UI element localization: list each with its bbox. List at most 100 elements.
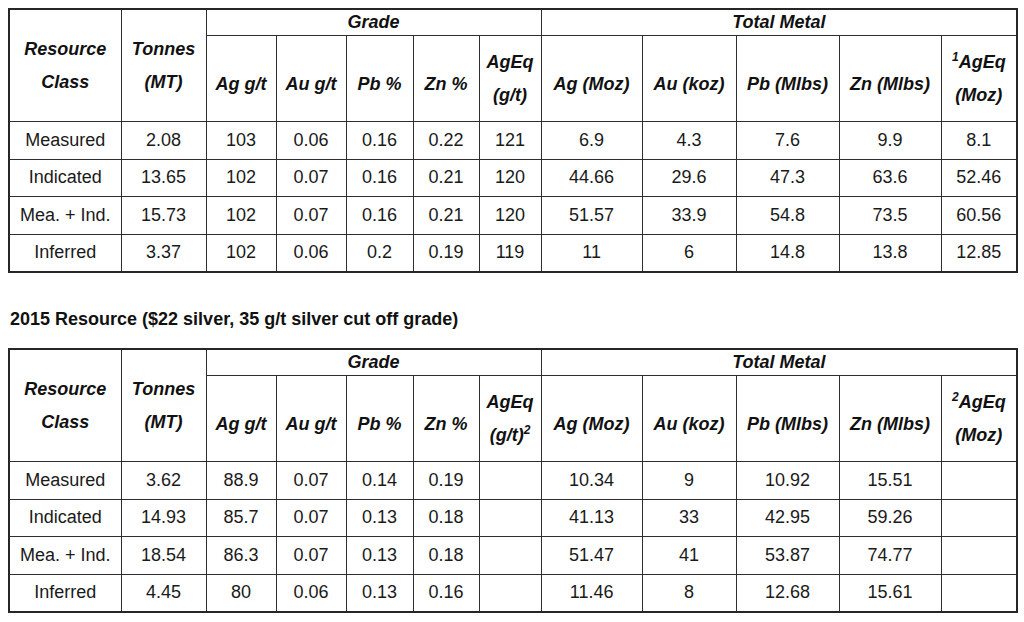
value-cell: 4.3 xyxy=(642,122,736,160)
value-cell: 0.2 xyxy=(346,234,413,272)
value-cell: 9.9 xyxy=(839,122,941,160)
resource-class-header: Resource Class xyxy=(9,349,121,462)
zn-metal-header: Zn (Mlbs) xyxy=(839,376,941,462)
value-cell: 15.51 xyxy=(839,462,941,500)
value-cell: 8 xyxy=(642,574,736,612)
header-label: (g/t)2 xyxy=(480,419,541,452)
value-cell: 0.13 xyxy=(346,499,413,537)
footnote-marker: 2 xyxy=(524,423,531,437)
header-label: (MT) xyxy=(122,66,206,99)
value-cell xyxy=(941,537,1017,575)
value-cell: 0.13 xyxy=(346,537,413,575)
header-label: Resource xyxy=(10,33,121,66)
value-cell: 0.21 xyxy=(413,159,479,197)
value-cell: 88.9 xyxy=(206,462,276,500)
pb-metal-header: Pb (Mlbs) xyxy=(736,36,839,122)
value-cell: 0.06 xyxy=(276,574,346,612)
table-row: Inferred4.45800.060.130.1611.46812.6815.… xyxy=(9,574,1017,612)
value-cell: 0.16 xyxy=(346,197,413,235)
header-label: Class xyxy=(10,66,121,99)
ag-grade-header: Ag g/t xyxy=(206,36,276,122)
value-cell: 0.21 xyxy=(413,197,479,235)
au-grade-header: Au g/t xyxy=(276,376,346,462)
value-cell: 54.8 xyxy=(736,197,839,235)
zn-grade-header: Zn % xyxy=(413,376,479,462)
value-cell: 6 xyxy=(642,234,736,272)
ag-grade-header: Ag g/t xyxy=(206,376,276,462)
tonnes-header: Tonnes (MT) xyxy=(121,9,206,122)
value-cell: 8.1 xyxy=(941,122,1017,160)
pb-grade-header: Pb % xyxy=(346,376,413,462)
value-cell: 0.19 xyxy=(413,462,479,500)
ag-metal-header: Ag (Moz) xyxy=(541,376,642,462)
header-label: (Moz) xyxy=(942,79,1017,112)
value-cell: 15.73 xyxy=(121,197,206,235)
header-label: (Moz) xyxy=(942,419,1017,452)
value-cell: 12.85 xyxy=(941,234,1017,272)
value-cell: 33.9 xyxy=(642,197,736,235)
value-cell: 0.16 xyxy=(346,159,413,197)
ageq-metal-header: 1AgEq (Moz) xyxy=(941,36,1017,122)
value-cell: 14.8 xyxy=(736,234,839,272)
value-cell: 0.18 xyxy=(413,537,479,575)
value-cell xyxy=(479,574,541,612)
resource-table-2015: Resource Class Tonnes (MT) Grade Total M… xyxy=(8,348,1018,613)
value-cell: 12.68 xyxy=(736,574,839,612)
resource-class-cell: Mea. + Ind. xyxy=(9,537,121,575)
value-cell: 51.57 xyxy=(541,197,642,235)
resource-class-cell: Inferred xyxy=(9,234,121,272)
header-label: Tonnes xyxy=(122,373,206,406)
value-cell: 0.13 xyxy=(346,574,413,612)
tonnes-header: Tonnes (MT) xyxy=(121,349,206,462)
value-cell: 0.07 xyxy=(276,159,346,197)
table-row: Measured2.081030.060.160.221216.94.37.69… xyxy=(9,122,1017,160)
resource-class-header: Resource Class xyxy=(9,9,121,122)
resource-class-cell: Indicated xyxy=(9,159,121,197)
au-metal-header: Au (koz) xyxy=(642,36,736,122)
header-label: (MT) xyxy=(122,406,206,439)
pb-grade-header: Pb % xyxy=(346,36,413,122)
value-cell: 33 xyxy=(642,499,736,537)
value-cell: 44.66 xyxy=(541,159,642,197)
header-label: Tonnes xyxy=(122,33,206,66)
value-cell: 80 xyxy=(206,574,276,612)
table-row: Mea. + Ind.18.5486.30.070.130.1851.47415… xyxy=(9,537,1017,575)
value-cell: 73.5 xyxy=(839,197,941,235)
value-cell: 0.16 xyxy=(346,122,413,160)
value-cell xyxy=(479,499,541,537)
value-cell: 102 xyxy=(206,197,276,235)
footnote-marker: 1 xyxy=(952,50,959,64)
header-label: 1AgEq xyxy=(942,46,1017,79)
au-grade-header: Au g/t xyxy=(276,36,346,122)
value-cell: 120 xyxy=(479,197,541,235)
resource-class-cell: Indicated xyxy=(9,499,121,537)
value-cell: 10.34 xyxy=(541,462,642,500)
value-cell: 0.19 xyxy=(413,234,479,272)
table-row: Measured3.6288.90.070.140.1910.34910.921… xyxy=(9,462,1017,500)
au-metal-header: Au (koz) xyxy=(642,376,736,462)
value-cell: 51.47 xyxy=(541,537,642,575)
value-cell: 121 xyxy=(479,122,541,160)
value-cell: 0.07 xyxy=(276,197,346,235)
total-metal-group-header: Total Metal xyxy=(541,9,1017,36)
value-cell: 41 xyxy=(642,537,736,575)
value-cell: 0.16 xyxy=(413,574,479,612)
header-label: Class xyxy=(10,406,121,439)
header-label: AgEq xyxy=(480,46,541,79)
grade-group-header: Grade xyxy=(206,9,541,36)
zn-metal-header: Zn (Mlbs) xyxy=(839,36,941,122)
value-cell: 60.56 xyxy=(941,197,1017,235)
ageq-grade-header: AgEq (g/t)2 xyxy=(479,376,541,462)
value-cell: 14.93 xyxy=(121,499,206,537)
value-cell: 9 xyxy=(642,462,736,500)
value-cell: 74.77 xyxy=(839,537,941,575)
value-cell: 11 xyxy=(541,234,642,272)
value-cell: 13.65 xyxy=(121,159,206,197)
value-cell: 53.87 xyxy=(736,537,839,575)
value-cell: 0.07 xyxy=(276,537,346,575)
value-cell xyxy=(479,462,541,500)
zn-grade-header: Zn % xyxy=(413,36,479,122)
header-label: AgEq xyxy=(480,386,541,419)
value-cell: 18.54 xyxy=(121,537,206,575)
value-cell: 52.46 xyxy=(941,159,1017,197)
